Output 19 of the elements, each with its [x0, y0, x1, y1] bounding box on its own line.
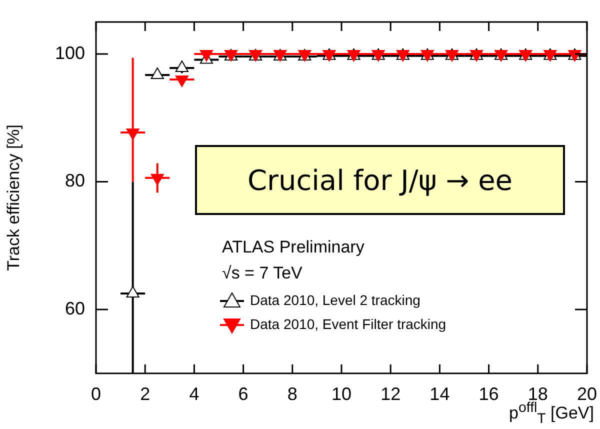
y-axis-title: Track efficiency [%]: [4, 124, 23, 271]
x-tick-label: 20: [576, 384, 598, 404]
y-tick-label: 60: [64, 298, 85, 318]
x-tick-label: 14: [430, 384, 450, 404]
legend-label: Data 2010, Event Filter tracking: [250, 316, 446, 332]
annotation: √s = 7 TeV: [222, 264, 304, 283]
x-tick-label: 2: [140, 384, 150, 404]
y-tick-label: 100: [54, 42, 85, 63]
legend-label: Data 2010, Level 2 tracking: [250, 292, 420, 308]
x-tick-label: 8: [287, 384, 298, 404]
x-tick-label: 12: [380, 384, 401, 404]
x-tick-label: 6: [238, 384, 248, 404]
x-tick-label: 4: [189, 384, 200, 404]
annotation: ATLAS Preliminary: [222, 238, 365, 257]
y-tick-label: 80: [64, 170, 85, 191]
x-tick-label: 10: [331, 384, 352, 404]
text-box: Crucial for J/ψ → ee: [195, 145, 565, 215]
x-tick-label: 0: [90, 384, 102, 404]
x-tick-label: 16: [478, 384, 499, 404]
